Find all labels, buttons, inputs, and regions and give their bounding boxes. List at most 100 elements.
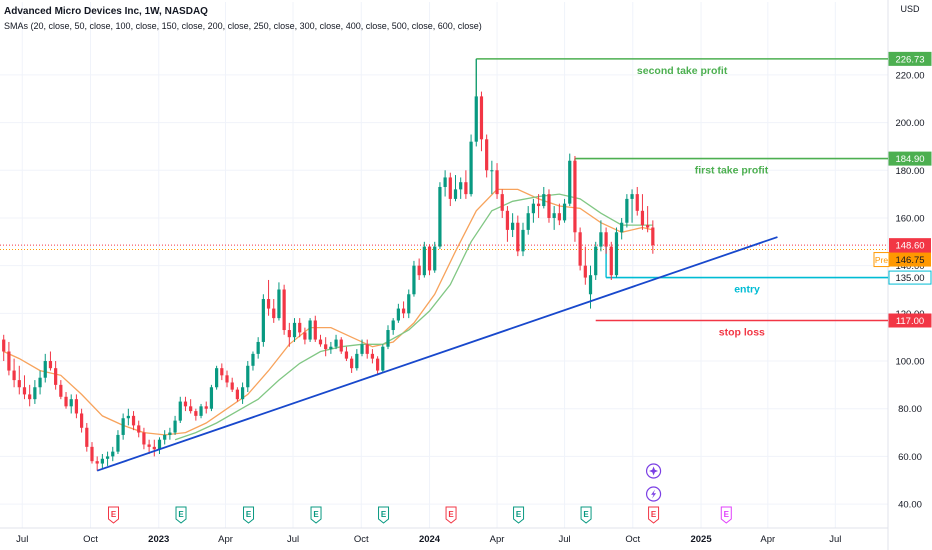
candle[interactable]: [573, 155, 577, 242]
candle[interactable]: [142, 427, 146, 450]
candle[interactable]: [599, 220, 603, 252]
candle[interactable]: [594, 241, 598, 280]
candle[interactable]: [194, 408, 198, 421]
candle[interactable]: [183, 396, 188, 412]
lightning-icon[interactable]: [645, 486, 662, 502]
candle[interactable]: [609, 241, 613, 280]
candlestick-series[interactable]: [2, 58, 655, 471]
candle[interactable]: [85, 423, 89, 452]
candle[interactable]: [33, 380, 37, 404]
candle[interactable]: [640, 194, 645, 230]
candle[interactable]: [152, 439, 156, 457]
candle[interactable]: [147, 439, 151, 455]
candle[interactable]: [651, 220, 655, 254]
candle[interactable]: [256, 337, 260, 359]
candle[interactable]: [521, 222, 525, 257]
candle[interactable]: [625, 194, 629, 228]
candle[interactable]: [105, 451, 110, 466]
candle[interactable]: [230, 377, 234, 393]
candle[interactable]: [95, 456, 99, 471]
candle[interactable]: [277, 282, 281, 321]
candle[interactable]: [459, 177, 463, 199]
candle[interactable]: [173, 415, 177, 435]
candle[interactable]: [630, 189, 634, 223]
candle[interactable]: [339, 337, 343, 354]
candle[interactable]: [511, 213, 515, 238]
trendline-layer[interactable]: [96, 236, 778, 472]
candle[interactable]: [568, 153, 572, 207]
candle[interactable]: [552, 206, 556, 230]
candle[interactable]: [64, 392, 68, 409]
candle[interactable]: [485, 134, 489, 178]
candle[interactable]: [121, 413, 125, 440]
candle[interactable]: [578, 227, 582, 271]
candle[interactable]: [547, 189, 551, 223]
candle[interactable]: [479, 91, 484, 152]
earnings-marker[interactable]: E: [378, 506, 390, 524]
candle[interactable]: [443, 170, 447, 197]
candle[interactable]: [324, 337, 328, 357]
earnings-marker[interactable]: E: [175, 506, 187, 524]
candle[interactable]: [246, 361, 250, 393]
candle[interactable]: [344, 346, 349, 362]
candle[interactable]: [427, 244, 432, 276]
candle[interactable]: [17, 365, 21, 395]
candle[interactable]: [240, 382, 245, 404]
candle[interactable]: [292, 318, 297, 342]
candle[interactable]: [157, 437, 162, 455]
candle[interactable]: [163, 430, 167, 445]
candle[interactable]: [334, 334, 338, 350]
candle[interactable]: [178, 396, 182, 424]
candle[interactable]: [272, 299, 276, 323]
candle[interactable]: [422, 241, 426, 278]
candle[interactable]: [131, 411, 136, 431]
earnings-marker[interactable]: E: [445, 506, 457, 524]
candle[interactable]: [116, 430, 120, 455]
candle[interactable]: [526, 206, 530, 235]
candle[interactable]: [126, 408, 130, 426]
candle[interactable]: [318, 334, 323, 347]
candle[interactable]: [469, 134, 473, 197]
candle[interactable]: [215, 365, 219, 390]
earnings-marker[interactable]: E: [108, 506, 120, 524]
candle[interactable]: [407, 289, 411, 319]
candle[interactable]: [308, 318, 312, 342]
candle[interactable]: [391, 318, 395, 335]
candle[interactable]: [620, 217, 624, 240]
candle[interactable]: [464, 170, 468, 199]
candle[interactable]: [74, 394, 79, 419]
earnings-marker[interactable]: E: [243, 506, 255, 524]
candle[interactable]: [261, 294, 265, 347]
candle[interactable]: [235, 387, 240, 402]
candle[interactable]: [28, 384, 32, 407]
candle[interactable]: [2, 334, 6, 362]
candle[interactable]: [209, 384, 214, 412]
candle[interactable]: [562, 198, 567, 223]
candle[interactable]: [448, 172, 452, 207]
candle[interactable]: [313, 315, 317, 342]
candle[interactable]: [111, 446, 115, 462]
earnings-marker[interactable]: E: [310, 506, 322, 524]
candle[interactable]: [282, 284, 286, 335]
candle[interactable]: [417, 258, 421, 280]
candle[interactable]: [225, 370, 229, 388]
indicator-legend[interactable]: SMAs (20, close, 50, close, 100, close, …: [4, 21, 482, 31]
candle[interactable]: [433, 241, 437, 273]
candle[interactable]: [355, 349, 359, 371]
candle[interactable]: [386, 325, 390, 350]
candle[interactable]: [646, 206, 650, 233]
candle[interactable]: [614, 227, 619, 278]
candle[interactable]: [474, 58, 478, 147]
candle[interactable]: [505, 206, 510, 242]
candle[interactable]: [375, 356, 380, 376]
candle[interactable]: [48, 351, 53, 371]
candle[interactable]: [287, 322, 291, 347]
earnings-marker[interactable]: E: [580, 506, 592, 524]
candle[interactable]: [495, 163, 499, 199]
candle[interactable]: [381, 344, 385, 373]
earnings-marker[interactable]: E: [720, 506, 732, 524]
candle[interactable]: [490, 160, 494, 195]
candle[interactable]: [500, 189, 504, 218]
